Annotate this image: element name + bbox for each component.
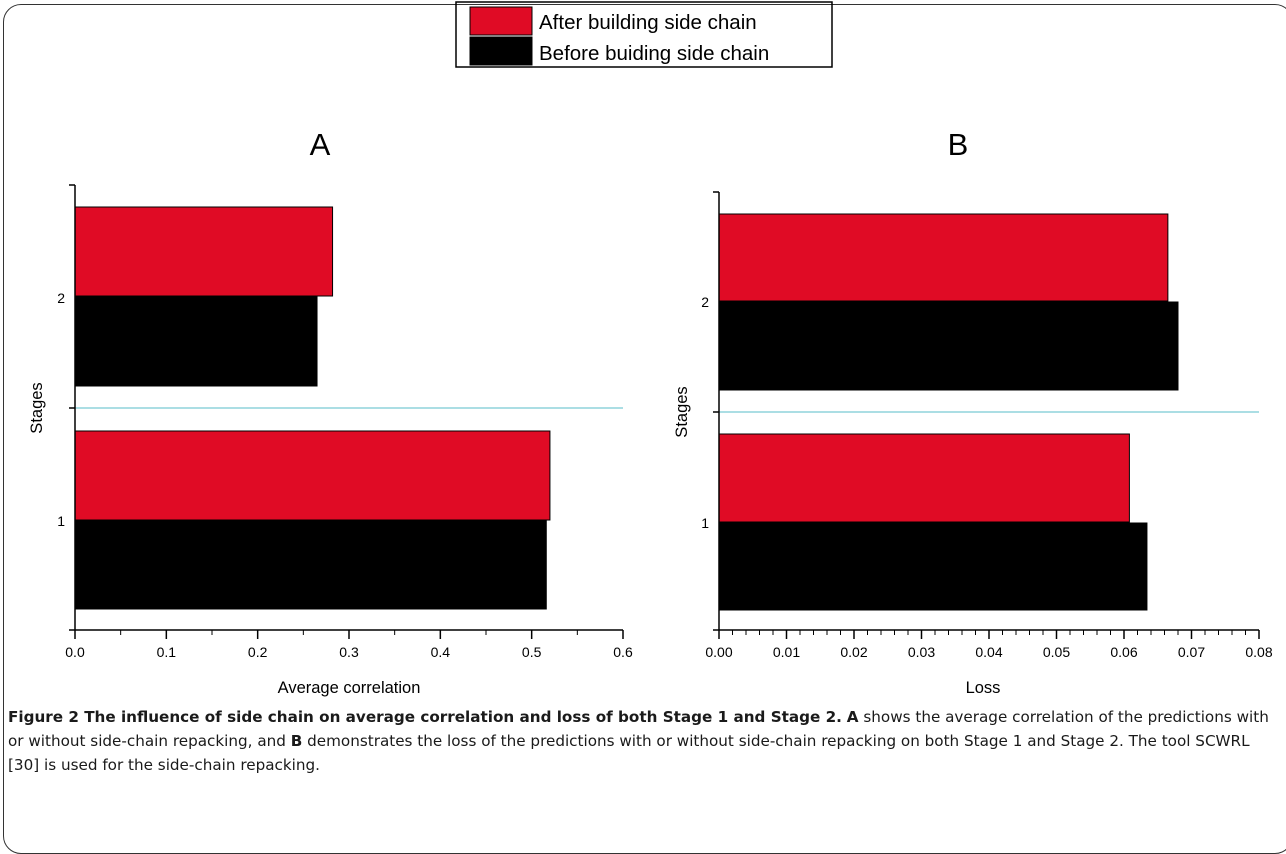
bar-stage2-after xyxy=(718,213,1169,302)
x-tick-label: 0.2 xyxy=(248,644,268,660)
y-axis-label: Stages xyxy=(28,382,46,433)
y-tick-label: 2 xyxy=(57,290,65,306)
legend-box xyxy=(455,1,833,68)
x-tick-label: 0.00 xyxy=(705,644,732,660)
x-tick-label: 0.0 xyxy=(65,644,85,660)
x-axis-label: Loss xyxy=(966,679,1001,697)
panel-label: A xyxy=(310,127,331,162)
legend-swatch-after xyxy=(469,6,533,36)
x-tick-label: 0.03 xyxy=(908,644,935,660)
legend-label-before: Before buiding side chain xyxy=(539,42,769,65)
x-tick-label: 0.01 xyxy=(773,644,800,660)
bar-stage2-before xyxy=(74,296,318,387)
x-tick-label: 0.5 xyxy=(522,644,542,660)
figure-chart: After building side chain Before buiding… xyxy=(28,1,1273,697)
legend: After building side chain Before buiding… xyxy=(455,1,833,68)
panel-label: B xyxy=(948,127,969,162)
bar-stage2-after xyxy=(74,206,334,297)
x-tick-label: 0.05 xyxy=(1043,644,1070,660)
caption-b-text: demonstrates the loss of the predictions… xyxy=(8,732,1250,774)
x-tick-label: 0.06 xyxy=(1110,644,1137,660)
x-tick-label: 0.02 xyxy=(840,644,867,660)
x-tick-label: 0.4 xyxy=(431,644,451,660)
y-tick-label: 1 xyxy=(701,515,709,531)
y-axis-label: Stages xyxy=(673,386,691,437)
x-tick-label: 0.3 xyxy=(339,644,359,660)
y-tick-label: 2 xyxy=(701,294,709,310)
x-axis-label: Average correlation xyxy=(278,679,421,697)
x-tick-label: 0.6 xyxy=(613,644,633,660)
panel-a: A 1 2 0.0 0.1 0.2 0.3 0.4 0.5 0.6 Average correlat… xyxy=(28,127,633,697)
bar-stage2-before xyxy=(718,301,1179,391)
caption-title: Figure 2 The influence of side chain on … xyxy=(8,708,842,726)
figure-caption: Figure 2 The influence of side chain on … xyxy=(8,705,1278,777)
bar-stage1-before xyxy=(718,522,1148,611)
bar-stage1-before xyxy=(74,520,547,610)
bar-stage1-after xyxy=(74,430,551,521)
x-tick-label: 0.07 xyxy=(1178,644,1205,660)
x-tick-label: 0.1 xyxy=(157,644,177,660)
caption-a-label: A xyxy=(846,708,859,726)
x-tick-label: 0.04 xyxy=(975,644,1002,660)
caption-a-text: shows the average correlation of the pre… xyxy=(8,708,1269,750)
panel-b: B 1 2 0.00 0.01 0.02 0.03 0.04 0.05 0.06 0.07 0.08 L… xyxy=(673,127,1273,697)
caption-b-label: B xyxy=(290,732,303,750)
legend-label-after: After building side chain xyxy=(539,11,757,34)
bar-stage1-after xyxy=(718,433,1130,523)
legend-swatch-before xyxy=(469,36,533,66)
y-tick-label: 1 xyxy=(57,513,65,529)
x-tick-label: 0.08 xyxy=(1245,644,1272,660)
